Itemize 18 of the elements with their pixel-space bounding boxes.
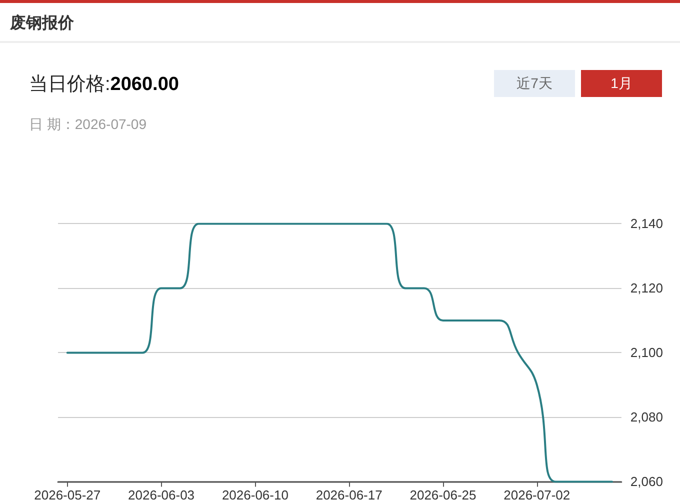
x-tick-label: 2026-06-25	[410, 488, 476, 502]
x-tick-label: 2026-07-02	[504, 488, 570, 502]
text: 2060.00	[110, 74, 179, 95]
text: 日 期：2026-07-09	[29, 116, 147, 134]
x-tick-label: 2026-06-03	[128, 488, 195, 502]
y-tick-label: 2,100	[630, 345, 663, 360]
line-series	[66, 222, 614, 483]
y-tick-label: 2,120	[630, 280, 663, 296]
time-range-button[interactable]: 1月	[581, 70, 662, 97]
x-tick-label: 2026-05-27	[34, 488, 101, 502]
y-tick-label: 2,060	[630, 474, 663, 490]
y-tick-label: 2,140	[630, 216, 663, 232]
y-tick-label: 2,080	[630, 410, 663, 425]
time-range-button[interactable]: 近7天	[494, 70, 575, 97]
text: 当日价格:	[29, 74, 110, 95]
x-tick-label: 2026-06-17	[316, 488, 382, 502]
x-tick-label: 2026-06-10	[222, 488, 288, 502]
chart-title: 废钢报价	[10, 13, 74, 34]
